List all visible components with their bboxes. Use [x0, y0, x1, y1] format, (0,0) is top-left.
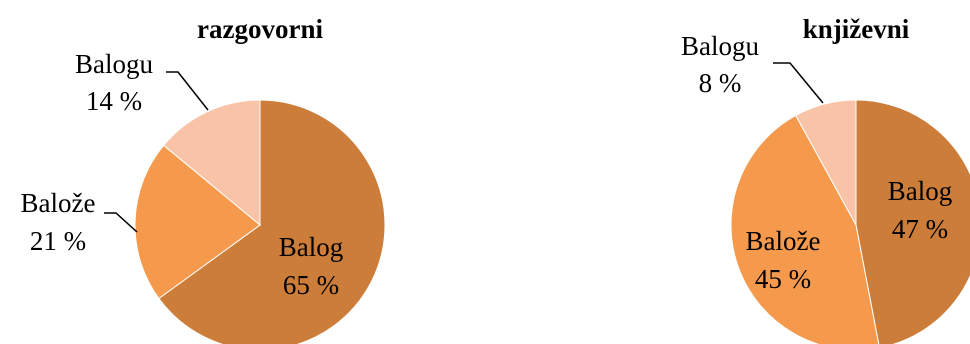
slice-name-label: Balogu: [681, 31, 759, 61]
slice-value-label: 14 %: [86, 86, 142, 116]
slice-name-label: Balože: [21, 188, 96, 218]
slice-name-label: Balog: [888, 176, 953, 206]
pie-slices: [134, 99, 386, 344]
slice-name-label: Balogu: [75, 49, 153, 79]
pie-slice-balog: [855, 99, 970, 344]
slice-value-label: 21 %: [30, 226, 86, 256]
chart-knjizevni: književni Balogu 8 % Balože 45 % Balog 4…: [681, 14, 970, 344]
pie-slice-balog: [158, 99, 386, 344]
leader-line: [104, 212, 138, 233]
slice-name-label: Balog: [279, 232, 344, 262]
pie-slice-balo-e: [730, 114, 880, 344]
slice-value-label: 65 %: [283, 270, 339, 300]
pie-slices: [730, 99, 970, 344]
leader-line: [166, 71, 209, 111]
pie-slice-balogu: [795, 99, 857, 226]
slice-name-label: Balože: [746, 226, 821, 256]
pie-slice-balo-e: [134, 144, 261, 300]
slice-value-label: 45 %: [755, 264, 811, 294]
slice-value-label: 8 %: [699, 68, 742, 98]
chart-razgovorni: razgovorni Balogu 14 % Balože 21 % Balog…: [21, 14, 386, 344]
chart-title: književni: [803, 14, 910, 44]
chart-title: razgovorni: [197, 14, 323, 44]
slice-value-label: 47 %: [892, 214, 948, 244]
leader-line: [773, 62, 824, 104]
pie-slice-balogu: [162, 99, 261, 227]
